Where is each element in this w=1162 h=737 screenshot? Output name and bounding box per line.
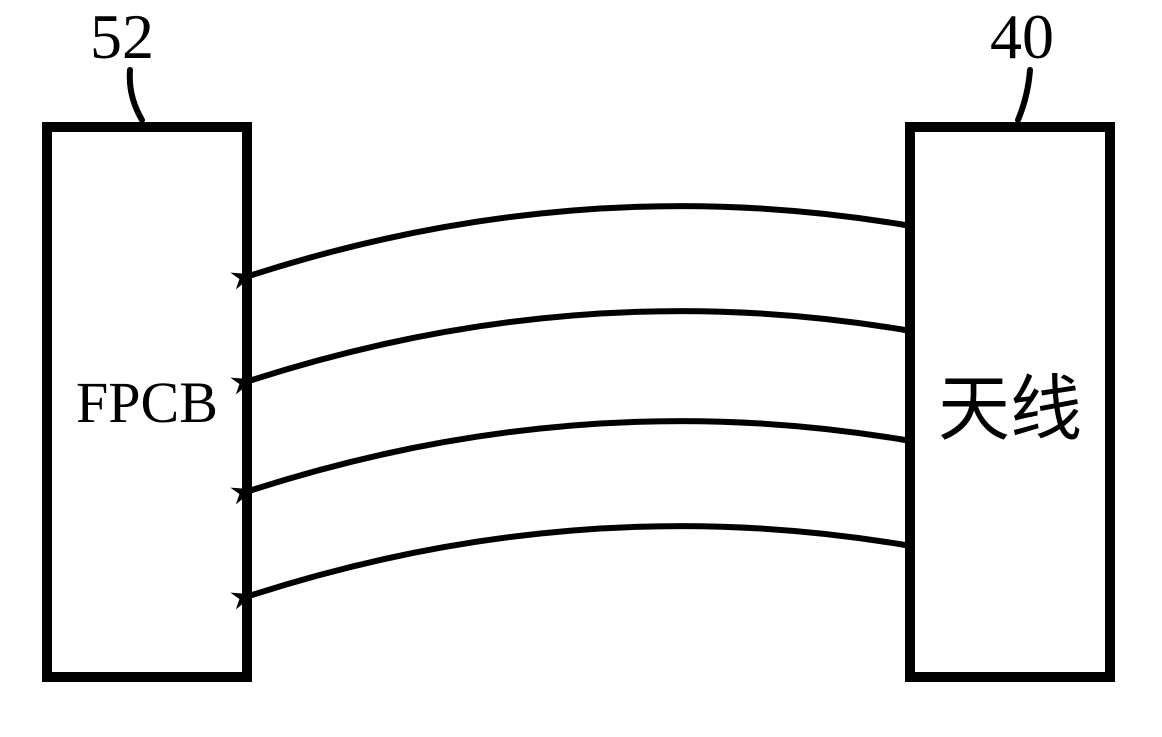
diagram-canvas: 52 40 FPCB 天线 (0, 0, 1162, 737)
node-fpcb: FPCB (42, 122, 252, 682)
signal-arrow (252, 311, 905, 380)
node-antenna: 天线 (905, 122, 1115, 682)
signal-arrow (252, 526, 905, 595)
callout-right-label: 40 (990, 0, 1054, 74)
callout-left-label: 52 (90, 0, 154, 74)
node-fpcb-label: FPCB (76, 369, 218, 436)
node-antenna-label: 天线 (938, 350, 1082, 455)
signal-arrow (252, 206, 905, 275)
leader-lines (130, 70, 1030, 120)
signal-arrow (252, 421, 905, 490)
signal-arrows (252, 206, 905, 595)
